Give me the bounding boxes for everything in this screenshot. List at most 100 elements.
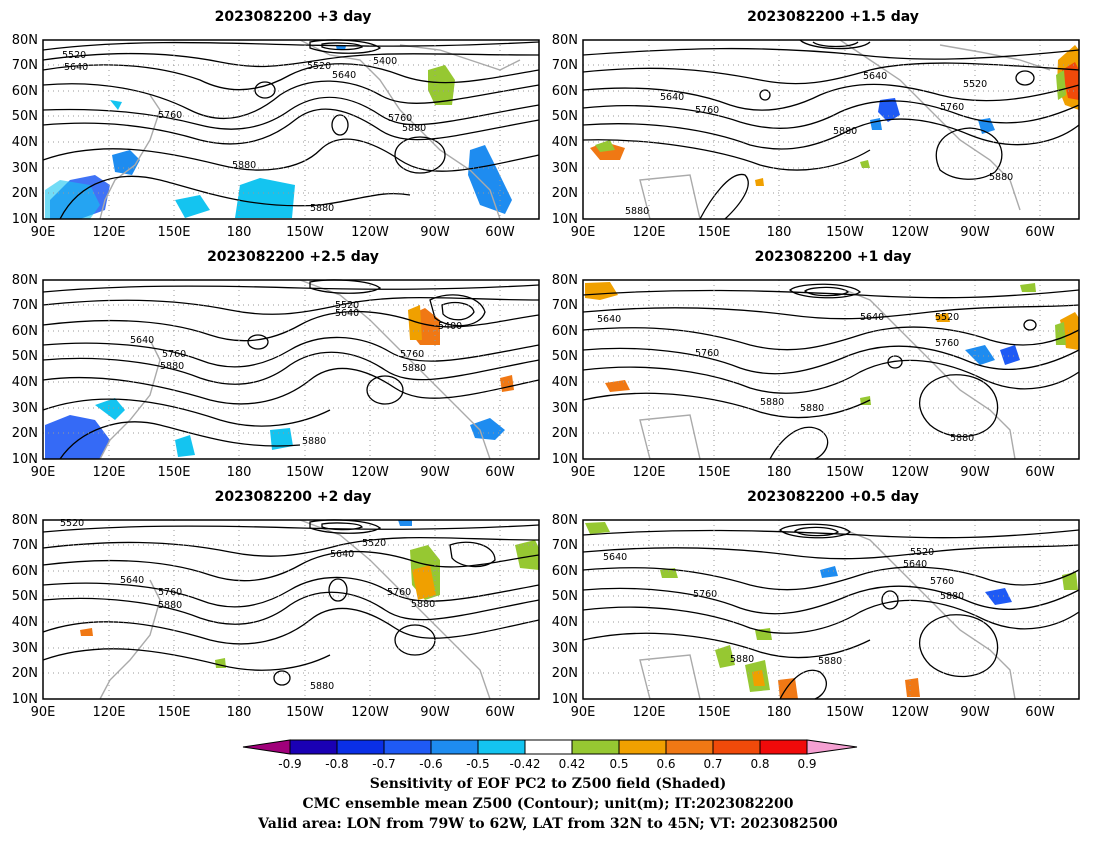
svg-text:5520: 5520 (963, 79, 987, 90)
svg-text:5760: 5760 (695, 105, 719, 116)
panel-title: 2023082200 +2.5 day (207, 249, 379, 265)
svg-text:5760: 5760 (158, 587, 182, 598)
sensitivity-shading (715, 645, 735, 668)
svg-text:90E: 90E (571, 465, 596, 480)
svg-text:180: 180 (767, 225, 792, 240)
coastline (299, 39, 501, 220)
sensitivity-shading (412, 565, 436, 600)
svg-text:70N: 70N (552, 58, 578, 73)
svg-text:120E: 120E (632, 465, 665, 480)
svg-text:70N: 70N (12, 298, 38, 313)
svg-text:30N: 30N (552, 161, 578, 176)
svg-text:120W: 120W (891, 705, 929, 720)
svg-text:150W: 150W (286, 705, 324, 720)
svg-text:60N: 60N (552, 84, 578, 99)
svg-text:5520: 5520 (307, 61, 331, 72)
svg-text:90W: 90W (420, 705, 450, 720)
svg-text:5760: 5760 (387, 587, 411, 598)
panel-2p5day: 2023082200 +2.5 day (12, 249, 540, 480)
svg-text:5760: 5760 (388, 113, 412, 124)
sensitivity-shading (595, 140, 615, 152)
svg-text:150W: 150W (826, 465, 864, 480)
svg-text:10N: 10N (552, 452, 578, 467)
svg-text:-0.9: -0.9 (278, 757, 301, 771)
figure-caption: Sensitivity of EOF PC2 to Z500 field (Sh… (257, 776, 838, 832)
svg-text:20N: 20N (552, 666, 578, 681)
svg-text:50N: 50N (552, 349, 578, 364)
colorbar-swatch (477, 739, 526, 755)
sensitivity-shading (270, 428, 293, 450)
svg-text:5520: 5520 (335, 300, 359, 311)
svg-text:5520: 5520 (60, 518, 84, 529)
svg-text:40N: 40N (12, 615, 38, 630)
svg-text:5640: 5640 (863, 71, 887, 82)
svg-text:40N: 40N (552, 135, 578, 150)
svg-text:5520: 5520 (910, 547, 934, 558)
sensitivity-shading (905, 678, 920, 697)
svg-text:70N: 70N (12, 58, 38, 73)
lat-axis: 80N 70N 60N 50N 40N 30N 20N 10N (552, 273, 578, 467)
svg-text:80N: 80N (12, 513, 38, 528)
svg-text:5880: 5880 (950, 433, 974, 444)
svg-text:20N: 20N (552, 426, 578, 441)
svg-text:30N: 30N (12, 161, 38, 176)
colorbar-swatch (712, 739, 761, 755)
sensitivity-shading (398, 520, 412, 526)
svg-text:40N: 40N (552, 615, 578, 630)
lon-axis: 90E 120E 150E 180 150W 120W 90W 60W (571, 465, 1055, 480)
panel-1day: 2023082200 +1 day (552, 249, 1080, 480)
coastline (399, 44, 521, 71)
z500-contours (42, 279, 540, 460)
svg-text:5400: 5400 (373, 56, 397, 67)
svg-text:90E: 90E (31, 465, 56, 480)
svg-text:50N: 50N (12, 589, 38, 604)
svg-text:80N: 80N (552, 513, 578, 528)
panel-title: 2023082200 +1 day (755, 249, 912, 265)
svg-text:60W: 60W (485, 705, 515, 720)
z500-contours (582, 283, 1080, 460)
map-frame (42, 39, 540, 220)
z500-contours (582, 39, 1080, 220)
svg-text:90W: 90W (960, 465, 990, 480)
svg-text:10N: 10N (12, 692, 38, 707)
lon-axis: 90E 120E 150E 180 150W 120W 90W 60W (571, 705, 1055, 720)
svg-text:0.9: 0.9 (797, 757, 816, 771)
svg-text:5880: 5880 (402, 363, 426, 374)
svg-text:-0.8: -0.8 (325, 757, 348, 771)
svg-text:5880: 5880 (940, 591, 964, 602)
svg-text:5880: 5880 (625, 206, 649, 217)
coastline (99, 579, 161, 700)
map-frame (582, 279, 1080, 460)
svg-text:5760: 5760 (400, 349, 424, 360)
svg-text:20N: 20N (552, 186, 578, 201)
lon-axis: 90E 120E 150E 180 150W 120W 90W 60W (571, 225, 1055, 240)
lon-axis: 90E 120E 150E 180 150W 120W 90W 60W (31, 465, 515, 480)
map-area: 5640 5520 5640 5760 5760 5880 5880 5880 (582, 39, 1080, 220)
z500-contours (42, 519, 540, 686)
sensitivity-shading (112, 150, 140, 175)
sensitivity-shading (870, 118, 882, 130)
sensitivity-shading (470, 418, 505, 440)
svg-text:150E: 150E (157, 705, 190, 720)
svg-text:40N: 40N (12, 135, 38, 150)
svg-text:150W: 150W (286, 465, 324, 480)
caption-line-3: Valid area: LON from 79W to 62W, LAT fro… (257, 816, 838, 832)
colorbar-swatch (571, 739, 620, 755)
svg-text:80N: 80N (12, 273, 38, 288)
svg-text:60N: 60N (552, 324, 578, 339)
svg-text:180: 180 (767, 705, 792, 720)
svg-text:50N: 50N (12, 349, 38, 364)
svg-text:120W: 120W (351, 225, 389, 240)
sensitivity-shading (175, 435, 195, 457)
svg-text:90E: 90E (31, 705, 56, 720)
svg-text:-0.42: -0.42 (509, 757, 540, 771)
coastline (299, 519, 491, 700)
svg-text:20N: 20N (12, 426, 38, 441)
map-frame (582, 519, 1080, 700)
svg-text:5760: 5760 (162, 349, 186, 360)
svg-text:50N: 50N (552, 589, 578, 604)
svg-text:90E: 90E (571, 225, 596, 240)
svg-text:20N: 20N (12, 186, 38, 201)
